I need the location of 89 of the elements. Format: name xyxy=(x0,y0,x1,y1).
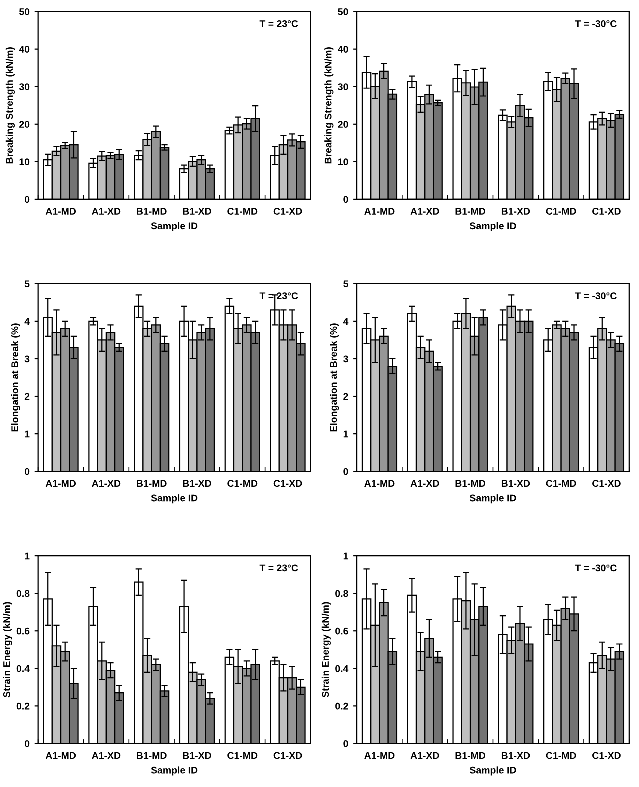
y-tick-label: 0.8 xyxy=(16,590,30,598)
x-axis-title: Sample ID xyxy=(470,766,516,776)
y-tick-label: 10 xyxy=(20,158,30,166)
y-tick-label: 20 xyxy=(338,121,348,128)
y-tick-label: 1 xyxy=(344,430,348,438)
x-tick-label: C1-XD xyxy=(274,480,302,488)
x-tick-label: A1-XD xyxy=(92,208,121,215)
y-tick-label: 3 xyxy=(344,356,348,363)
y-tick-label: 2 xyxy=(24,393,30,400)
y-axis-title: Elongation at Break (%) xyxy=(11,324,20,432)
x-tick-label: C1-MD xyxy=(546,208,576,215)
annotation: T = 23°C xyxy=(260,564,298,572)
y-axis-title: Breaking Strength (kN/m) xyxy=(324,48,334,164)
y-tick-label: 30 xyxy=(19,84,30,91)
y-tick-label: 0 xyxy=(344,740,348,748)
x-tick-label: A1-MD xyxy=(46,208,76,215)
x-tick-label: B1-XD xyxy=(183,480,212,487)
y-tick-label: 30 xyxy=(338,84,348,91)
x-tick-label: C1-MD xyxy=(228,208,258,215)
x-tick-label: B1-XD xyxy=(183,752,212,760)
x-tick-label: B1-MD xyxy=(137,480,167,487)
y-tick-label: 0.6 xyxy=(16,628,30,635)
x-tick-label: A1-XD xyxy=(410,480,440,487)
y-tick-label: 40 xyxy=(338,46,348,53)
x-tick-label: B1-XD xyxy=(502,752,530,760)
x-axis-title: Sample ID xyxy=(470,222,516,232)
x-tick-label: C1-XD xyxy=(274,208,302,215)
x-axis-title: Sample ID xyxy=(151,222,198,232)
x-tick-label: C1-XD xyxy=(592,480,621,488)
x-tick-label: A1-MD xyxy=(46,752,76,760)
x-tick-label: A1-MD xyxy=(364,752,395,760)
x-tick-label: B1-XD xyxy=(502,480,530,487)
x-tick-label: C1-MD xyxy=(228,752,258,760)
x-tick-label: B1-MD xyxy=(456,480,486,487)
y-tick-label: 0.4 xyxy=(16,665,30,672)
x-tick-label: A1-MD xyxy=(364,480,395,487)
y-tick-label: 1 xyxy=(344,552,348,560)
x-tick-label: C1-MD xyxy=(546,480,576,488)
x-tick-label: A1-XD xyxy=(92,480,121,487)
y-axis-title: Strain Energy (kN/m) xyxy=(322,602,332,698)
y-tick-label: 2 xyxy=(344,393,348,400)
x-tick-label: A1-XD xyxy=(410,208,440,215)
x-axis-title: Sample ID xyxy=(470,494,516,504)
x-tick-label: B1-MD xyxy=(456,752,486,760)
x-axis-title: Sample ID xyxy=(151,494,198,504)
y-tick-label: 20 xyxy=(20,121,30,128)
y-tick-label: 0.4 xyxy=(336,665,349,672)
x-tick-label: A1-MD xyxy=(364,208,395,215)
y-tick-label: 0.2 xyxy=(16,702,30,710)
annotation: T = 23°C xyxy=(260,20,298,28)
x-tick-label: B1-MD xyxy=(137,752,167,760)
y-tick-label: 0 xyxy=(24,196,30,204)
x-tick-label: B1-XD xyxy=(183,208,212,215)
x-tick-label: C1-MD xyxy=(228,480,258,488)
x-axis-title: Sample ID xyxy=(151,766,198,776)
y-tick-label: 0 xyxy=(344,196,348,204)
y-tick-label: 0.2 xyxy=(336,702,348,710)
x-tick-label: C1-XD xyxy=(274,752,302,760)
annotation: T = -30°C xyxy=(575,292,617,300)
y-tick-label: 0.6 xyxy=(336,628,348,635)
y-tick-label: 5 xyxy=(344,280,348,288)
x-tick-label: B1-MD xyxy=(456,208,486,215)
y-tick-label: 50 xyxy=(19,8,30,16)
y-tick-label: 40 xyxy=(19,46,30,53)
y-tick-label: 0 xyxy=(24,468,30,476)
annotation: T = -30°C xyxy=(575,20,617,28)
y-tick-label: 50 xyxy=(338,8,348,16)
x-tick-label: A1-MD xyxy=(46,480,76,487)
annotation: T = -30°C xyxy=(575,564,617,572)
y-tick-label: 5 xyxy=(24,280,30,288)
y-tick-label: 1 xyxy=(25,430,30,438)
y-axis-title: Breaking Strength (kN/m) xyxy=(6,48,16,164)
y-tick-label: 0 xyxy=(24,740,30,748)
y-axis-title: Strain Energy (kN/m) xyxy=(3,602,12,698)
y-tick-label: 3 xyxy=(24,356,30,363)
x-tick-label: A1-XD xyxy=(92,752,121,760)
x-tick-label: B1-XD xyxy=(502,208,530,215)
y-tick-label: 10 xyxy=(338,158,348,166)
y-tick-label: 4 xyxy=(343,318,349,325)
y-axis-title: Elongation at Break (%) xyxy=(330,324,340,432)
x-tick-label: C1-XD xyxy=(592,208,621,215)
y-tick-label: 0 xyxy=(344,468,348,476)
y-tick-label: 0.8 xyxy=(336,590,348,598)
x-tick-label: C1-MD xyxy=(546,752,576,760)
y-tick-label: 4 xyxy=(24,318,30,325)
x-tick-label: C1-XD xyxy=(592,752,621,760)
x-tick-label: A1-XD xyxy=(410,752,440,760)
x-tick-label: B1-MD xyxy=(137,208,167,215)
y-tick-label: 1 xyxy=(25,552,30,560)
